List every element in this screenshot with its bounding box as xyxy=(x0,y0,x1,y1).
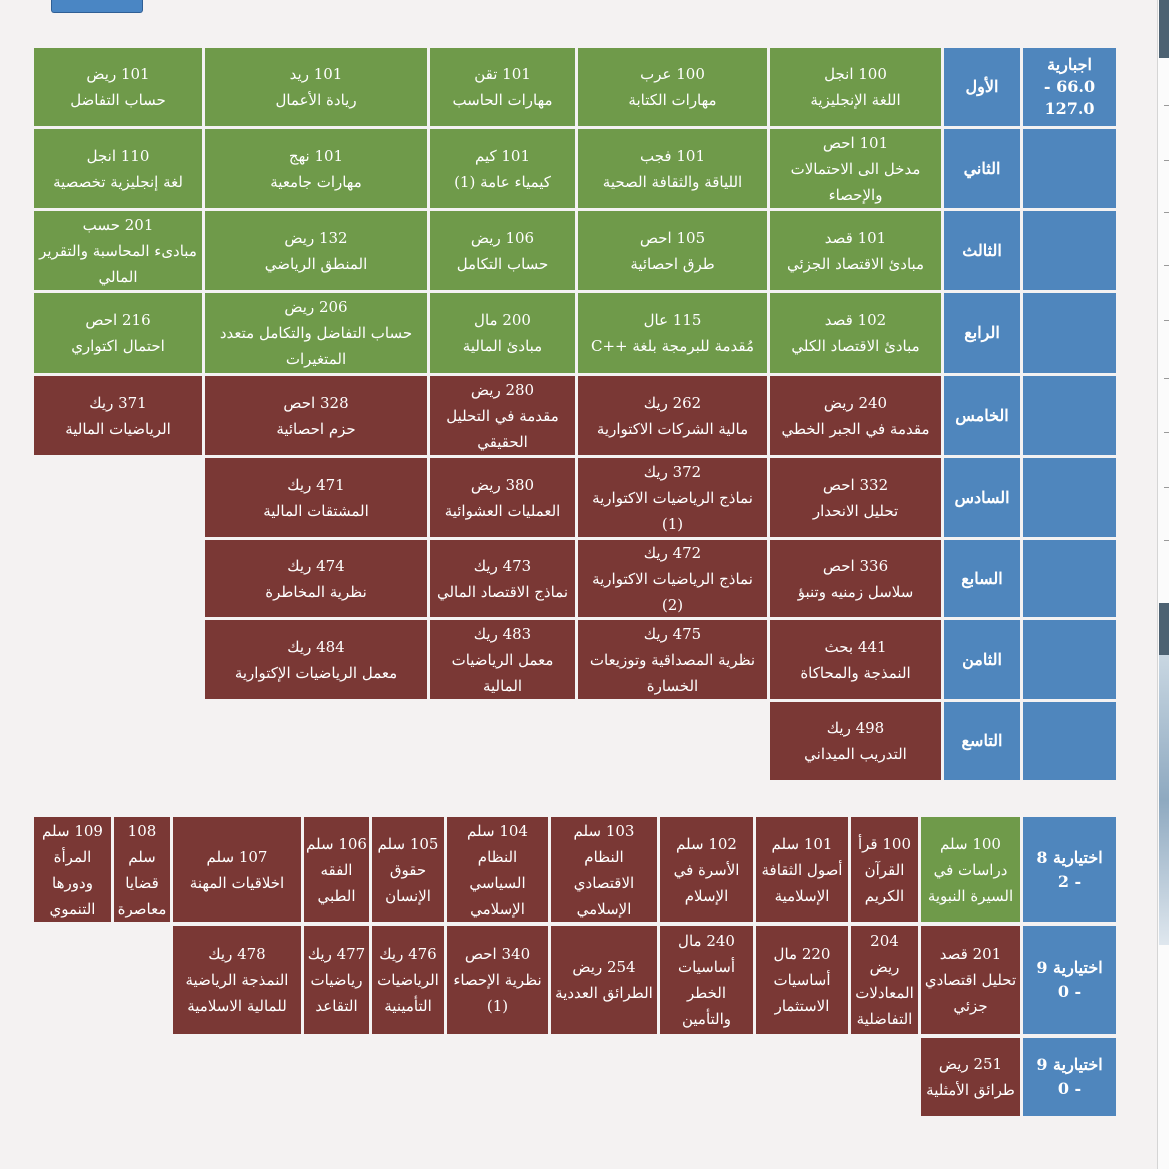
course-cell[interactable]: 251 ريض طرائق الأمثلية xyxy=(921,1038,1020,1116)
group-column-spacer xyxy=(1023,620,1116,699)
course-cell[interactable]: 216 احص احتمال اكتواري xyxy=(34,293,202,373)
course-cell[interactable]: 101 فجب اللياقة والثقافة الصحية xyxy=(578,129,767,208)
level-label: السادس xyxy=(944,458,1020,537)
course-cell[interactable]: 115 عال مُقدمة للبرمجة بلغة ++C xyxy=(578,293,767,373)
course-cell[interactable]: 380 ريض العمليات العشوائية xyxy=(430,458,575,537)
course-cell[interactable]: 132 ريض المنطق الرياضي xyxy=(205,211,427,290)
level-label: السابع xyxy=(944,540,1020,617)
group-column-spacer xyxy=(1023,129,1116,208)
course-cell[interactable]: 101 احص مدخل الى الاحتمالات والإحصاء xyxy=(770,129,941,208)
course-cell[interactable]: 101 ريض حساب التفاضل xyxy=(34,48,202,126)
course-cell[interactable]: 340 احص نظرية الإحصاء (1) xyxy=(447,926,548,1034)
course-cell[interactable]: 475 ريك نظرية المصداقية وتوزيعات الخسارة xyxy=(578,620,767,699)
course-cell[interactable]: 477 ريك رياضيات التقاعد xyxy=(304,926,369,1034)
course-cell[interactable]: 474 ريك نظرية المخاطرة xyxy=(205,540,427,617)
course-cell[interactable]: 101 تقن مهارات الحاسب xyxy=(430,48,575,126)
side-panel-edge xyxy=(1157,0,1169,1169)
group-column-spacer xyxy=(1023,211,1116,290)
level-label: الثاني xyxy=(944,129,1020,208)
course-cell[interactable]: 441 بحث النمذجة والمحاكاة xyxy=(770,620,941,699)
course-cell[interactable]: 201 قصد تحليل اقتصادي جزئي xyxy=(921,926,1020,1034)
course-cell[interactable]: 483 ريك معمل الرياضيات المالية xyxy=(430,620,575,699)
course-cell[interactable]: 108 سلم قضايا معاصرة xyxy=(114,817,170,922)
course-cell[interactable]: 110 انجل لغة إنجليزية تخصصية xyxy=(34,129,202,208)
course-cell[interactable]: 101 قصد مبادئ الاقتصاد الجزئي xyxy=(770,211,941,290)
course-cell[interactable]: 262 ريك مالية الشركات الاكتوارية xyxy=(578,376,767,455)
course-cell[interactable]: 200 مال مبادئ المالية xyxy=(430,293,575,373)
group-column-spacer xyxy=(1023,702,1116,780)
group-column-spacer xyxy=(1023,293,1116,373)
level-label: التاسع xyxy=(944,702,1020,780)
course-cell[interactable]: 105 احص طرق احصائية xyxy=(578,211,767,290)
course-cell[interactable]: 101 كيم كيمياء عامة (1) xyxy=(430,129,575,208)
course-cell[interactable]: 280 ريض مقدمة في التحليل الحقيقي xyxy=(430,376,575,455)
elective-group-header: اختيارية 8 - 2 xyxy=(1023,817,1116,922)
course-cell[interactable]: 336 احص سلاسل زمنيه وتنبؤ xyxy=(770,540,941,617)
course-cell[interactable]: 103 سلم النظام الاقتصادي الإسلامي xyxy=(551,817,657,922)
course-cell[interactable]: 106 ريض حساب التكامل xyxy=(430,211,575,290)
course-cell[interactable]: 101 نهج مهارات جامعية xyxy=(205,129,427,208)
elective-group-header: اختيارية 9 - 0 xyxy=(1023,1038,1116,1116)
course-cell[interactable]: 240 ريض مقدمة في الجبر الخطي xyxy=(770,376,941,455)
course-cell[interactable]: 100 عرب مهارات الكتابة xyxy=(578,48,767,126)
course-cell[interactable]: 372 ريك نماذج الرياضيات الاكتوارية (1) xyxy=(578,458,767,537)
course-cell[interactable]: 101 سلم أصول الثقافة الإسلامية xyxy=(756,817,848,922)
course-cell[interactable]: 105 سلم حقوق الإنسان xyxy=(372,817,444,922)
course-cell[interactable]: 204 ريض المعادلات التفاضلية xyxy=(851,926,918,1034)
course-cell[interactable]: 100 سلم دراسات في السيرة النبوية xyxy=(921,817,1020,922)
course-cell[interactable]: 100 انجل اللغة الإنجليزية xyxy=(770,48,941,126)
course-cell[interactable]: 476 ريك الرياضيات التأمينية xyxy=(372,926,444,1034)
course-cell[interactable]: 102 سلم الأسرة في الإسلام xyxy=(660,817,753,922)
course-cell[interactable]: 472 ريك نماذج الرياضيات الاكتوارية (2) xyxy=(578,540,767,617)
course-cell[interactable]: 101 ريد ريادة الأعمال xyxy=(205,48,427,126)
top-button[interactable] xyxy=(51,0,143,13)
elective-group-header: اختيارية 9 - 0 xyxy=(1023,926,1116,1034)
course-cell[interactable]: 478 ريك النمذجة الرياضية للمالية الاسلامي… xyxy=(173,926,301,1034)
group-column-spacer xyxy=(1023,540,1116,617)
course-cell[interactable]: 107 سلم اخلاقيات المهنة xyxy=(173,817,301,922)
course-cell[interactable]: 254 ريض الطرائق العددية xyxy=(551,926,657,1034)
course-cell[interactable]: 473 ريك نماذج الاقتصاد المالي xyxy=(430,540,575,617)
course-cell[interactable]: 498 ريك التدريب الميداني xyxy=(770,702,941,780)
group-column-spacer xyxy=(1023,458,1116,537)
course-cell[interactable]: 104 سلم النظام السياسي الإسلامي xyxy=(447,817,548,922)
mandatory-group-header: اجبارية 66.0 - 127.0 xyxy=(1023,48,1116,126)
course-cell[interactable]: 332 احص تحليل الانحدار xyxy=(770,458,941,537)
level-label: الثامن xyxy=(944,620,1020,699)
course-cell[interactable]: 220 مال أساسيات الاستثمار xyxy=(756,926,848,1034)
course-cell[interactable]: 106 سلم الفقه الطبي xyxy=(304,817,369,922)
level-label: الرابع xyxy=(944,293,1020,373)
course-cell[interactable]: 201 حسب مبادىء المحاسبة والتقرير المالي xyxy=(34,211,202,290)
level-label: الأول xyxy=(944,48,1020,126)
course-cell[interactable]: 206 ريض حساب التفاضل والتكامل متعدد المتغ… xyxy=(205,293,427,373)
course-cell[interactable]: 471 ريك المشتقات المالية xyxy=(205,458,427,537)
level-label: الخامس xyxy=(944,376,1020,455)
course-cell[interactable]: 109 سلم المرأة ودورها التنموي xyxy=(34,817,111,922)
course-cell[interactable]: 328 احص حزم احصائية xyxy=(205,376,427,455)
group-column-spacer xyxy=(1023,376,1116,455)
course-cell[interactable]: 102 قصد مبادئ الاقتصاد الكلي xyxy=(770,293,941,373)
course-cell[interactable]: 371 ريك الرياضيات المالية xyxy=(34,376,202,455)
course-cell[interactable]: 240 مال أساسيات الخطر والتأمين xyxy=(660,926,753,1034)
course-cell[interactable]: 100 قرأ القرآن الكريم xyxy=(851,817,918,922)
level-label: الثالث xyxy=(944,211,1020,290)
course-cell[interactable]: 484 ريك معمل الرياضيات الإكتوارية xyxy=(205,620,427,699)
